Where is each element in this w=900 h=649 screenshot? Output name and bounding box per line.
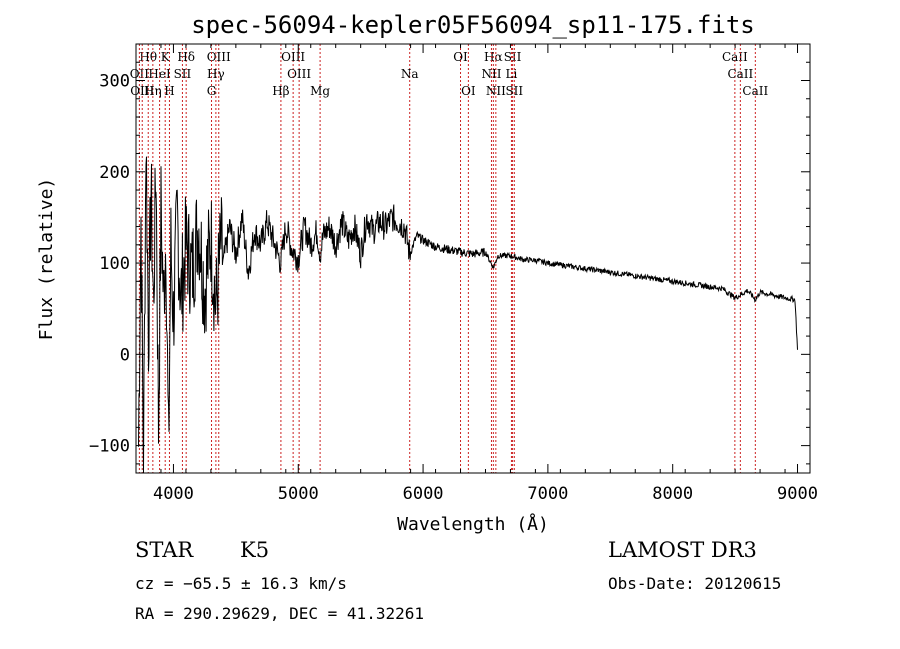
x-tick-label: 5000 — [278, 484, 319, 504]
spectral-line-label: H — [164, 84, 174, 98]
y-axis-label: Flux (relative) — [36, 178, 57, 341]
spectral-line-label: CaII — [727, 67, 753, 81]
coordinates: RA = 290.29629, DEC = 41.32261 — [135, 604, 424, 623]
y-tick-label: 300 — [99, 72, 130, 92]
spectral-line-label: OI — [461, 84, 476, 98]
spectral-line-label: Hα — [484, 50, 503, 64]
survey-name: LAMOST DR3 — [608, 538, 757, 562]
chart-title: spec-56094-kepler05F56094_sp11-175.fits — [191, 11, 755, 39]
y-tick-label: 100 — [99, 254, 130, 274]
spectral-line-label: Hγ — [207, 67, 225, 81]
x-tick-label: 9000 — [777, 484, 818, 504]
redshift-velocity: cz = −65.5 ± 16.3 km/s — [135, 574, 347, 593]
spectral-line-label: HeI — [148, 67, 171, 81]
plot-frame — [135, 43, 811, 474]
series-layer — [138, 156, 798, 474]
spectral-line-label: SII — [504, 50, 522, 64]
spectral-line-label: OIII — [207, 50, 231, 64]
spectral-line-label: Li — [506, 67, 518, 81]
spectral-line-label: OIII — [287, 67, 311, 81]
spectral-line-label: SII — [505, 84, 523, 98]
object-class: STAR — [135, 538, 194, 562]
observation-date: Obs-Date: 20120615 — [608, 574, 782, 593]
spectral-line-label: K — [161, 50, 171, 64]
spectral-line-label: CaII — [722, 50, 748, 64]
spectral-line-label: Hη — [144, 84, 162, 98]
spectral-line-label: Mg — [310, 84, 330, 98]
spectral-line-label: Na — [401, 67, 419, 81]
object-subclass: K5 — [240, 538, 270, 562]
spectral-line-label: OIII — [281, 50, 305, 64]
spectral-line-label: NII — [481, 67, 501, 81]
spectral-line-label: Hβ — [272, 84, 289, 98]
y-tick-label: −100 — [89, 437, 130, 457]
y-tick-label: 0 — [120, 345, 130, 365]
spectral-line-label: SII — [174, 67, 192, 81]
spectral-line-label: OI — [453, 50, 468, 64]
axis-ticks: 4000 5000 6000 7000 8000 9000 −100 0 100 200 300 — [89, 43, 818, 504]
x-tick-label: 8000 — [652, 484, 693, 504]
spectral-line-label: CaII — [742, 84, 768, 98]
y-tick-label: 200 — [99, 163, 130, 183]
flux-line — [138, 156, 798, 474]
x-axis-label: Wavelength (Å) — [397, 513, 549, 535]
x-tick-label: 6000 — [403, 484, 444, 504]
x-tick-label: 7000 — [527, 484, 568, 504]
spectral-line-label: Hδ — [177, 50, 195, 64]
x-tick-label: 4000 — [153, 484, 194, 504]
spectral-line-label: OII — [130, 67, 150, 81]
spectral-line-label: NII — [486, 84, 506, 98]
spectral-line-label: G — [207, 84, 217, 98]
